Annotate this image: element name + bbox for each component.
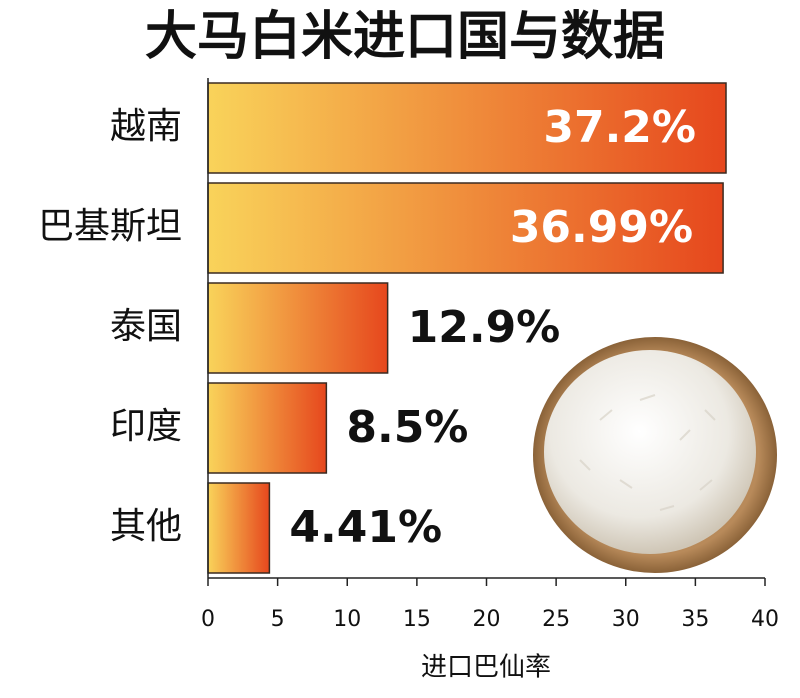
value-label: 37.2% xyxy=(543,102,696,153)
value-label: 8.5% xyxy=(346,402,468,453)
x-axis-label: 进口巴仙率 xyxy=(421,653,551,683)
x-tick-label: 40 xyxy=(751,607,779,632)
category-label: 巴基斯坦 xyxy=(38,206,182,247)
x-tick-label: 25 xyxy=(542,607,570,632)
x-tick-label: 10 xyxy=(333,607,361,632)
x-tick-label: 20 xyxy=(473,607,501,632)
x-tick-label: 35 xyxy=(681,607,709,632)
rice-bowl xyxy=(533,337,777,573)
bar xyxy=(207,282,389,374)
category-label: 越南 xyxy=(110,106,182,147)
x-tick-label: 30 xyxy=(612,607,640,632)
category-label: 印度 xyxy=(110,406,182,447)
x-tick-label: 5 xyxy=(271,607,285,632)
category-label: 其他 xyxy=(110,506,182,547)
bar xyxy=(207,482,271,574)
x-tick-label: 15 xyxy=(403,607,431,632)
x-tick-label: 0 xyxy=(201,607,215,632)
bar xyxy=(207,82,727,174)
bar xyxy=(207,382,328,474)
value-label: 12.9% xyxy=(408,302,561,353)
category-label: 泰国 xyxy=(110,306,182,347)
value-label: 4.41% xyxy=(289,502,442,553)
value-label: 36.99% xyxy=(510,202,693,253)
bar xyxy=(207,182,724,274)
chart-title: 大马白米进口国与数据 xyxy=(145,7,665,67)
